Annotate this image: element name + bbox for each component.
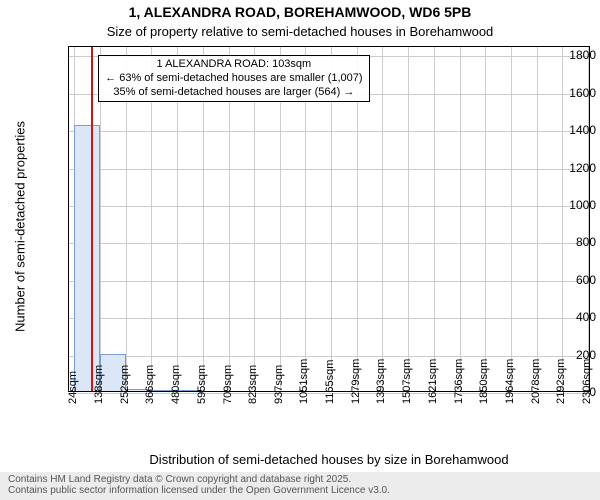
y-tick-label: 400: [534, 310, 596, 324]
annotation-line: ← 63% of semi-detached houses are smalle…: [105, 72, 362, 86]
y-tick-label: 600: [534, 273, 596, 287]
plot-area: 1 ALEXANDRA ROAD: 103sqm← 63% of semi-de…: [68, 46, 590, 392]
annotation-box: 1 ALEXANDRA ROAD: 103sqm← 63% of semi-de…: [98, 55, 369, 102]
y-tick-label: 1400: [534, 123, 596, 137]
y-tick-label: 1800: [534, 48, 596, 62]
footer-line-2: Contains public sector information licen…: [8, 485, 592, 496]
y-axis-label: Number of semi-detached properties: [13, 121, 28, 332]
chart-title: 1, ALEXANDRA ROAD, BOREHAMWOOD, WD6 5PB: [0, 4, 600, 20]
attribution-footer: Contains HM Land Registry data © Crown c…: [0, 472, 600, 500]
histogram-bar: [74, 125, 100, 391]
y-tick-label: 1600: [534, 86, 596, 100]
chart-subtitle: Size of property relative to semi-detach…: [0, 24, 600, 39]
grid-line: [511, 47, 512, 391]
footer-line-1: Contains HM Land Registry data © Crown c…: [8, 474, 592, 485]
grid-line: [485, 47, 486, 391]
x-axis-label: Distribution of semi-detached houses by …: [68, 452, 590, 467]
property-marker-line: [91, 47, 93, 391]
annotation-line: 1 ALEXANDRA ROAD: 103sqm: [105, 58, 362, 72]
histogram-chart: 1, ALEXANDRA ROAD, BOREHAMWOOD, WD6 5PB …: [0, 0, 600, 500]
y-tick-label: 800: [534, 235, 596, 249]
grid-line: [434, 47, 435, 391]
grid-line: [460, 47, 461, 391]
y-tick-label: 1200: [534, 161, 596, 175]
annotation-line: 35% of semi-detached houses are larger (…: [105, 86, 362, 100]
grid-line: [408, 47, 409, 391]
grid-line: [382, 47, 383, 391]
y-tick-label: 1000: [534, 198, 596, 212]
